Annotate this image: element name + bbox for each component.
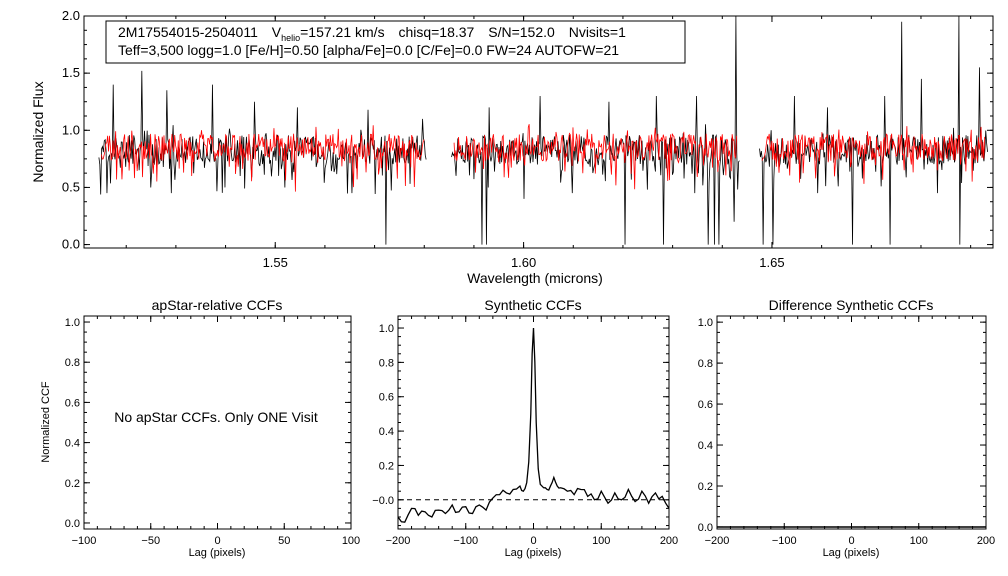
difference-xtick-label: −200 [705, 535, 730, 547]
apstar-xtick-label: −50 [141, 535, 160, 547]
difference-plot-frame [716, 315, 987, 530]
svg-text:2M17554015-2504011 Vhe: 2M17554015-2504011 Vhelio=157.21 km/s ch… [118, 24, 626, 43]
difference-xlabel: Lag (pixels) [823, 547, 880, 559]
difference-xtick-label: 0 [848, 535, 854, 547]
spectrum-xlabel: Wavelength (microns) [467, 270, 603, 286]
synthetic-title: Synthetic CCFs [484, 297, 581, 313]
synthetic-xtick-label: 200 [660, 535, 678, 547]
synthetic-xlabel: Lag (pixels) [505, 547, 562, 559]
apstar-ytick-label: 0.0 [65, 518, 80, 530]
info-chisq: chisq=18.37 [398, 24, 474, 40]
spectrum-xtick-label: 1.65 [759, 255, 784, 270]
info-vhelio-sub: helio [281, 33, 300, 43]
apstar-title: apStar-relative CCFs [152, 297, 283, 313]
difference-ytick-label: 0.8 [698, 358, 713, 370]
spectrum-plot-frame [83, 15, 994, 249]
apstar-message: No apStar CCFs. Only ONE Visit [114, 409, 318, 425]
apstar-xtick-label: 100 [342, 535, 360, 547]
info-vhelio-value: =157.21 km/s [300, 24, 384, 40]
synthetic-ytick-label: 0.8 [379, 357, 394, 369]
spectrum-xtick-label: 1.60 [511, 255, 536, 270]
spectrum-info-box: 2M17554015-2504011 Vhelio=157.21 km/s ch… [105, 20, 686, 64]
spectrum-ytick-label: 0.0 [62, 237, 80, 252]
synthetic-ytick-label: 0.6 [379, 392, 394, 404]
spectrum-panel: 1.55 1.60 1.65 0.0 0.5 1.0 1.5 2.0 Normalized F… [30, 8, 994, 286]
info-snr: S/N=152.0 [488, 24, 555, 40]
difference-xtick-label: 200 [977, 535, 995, 547]
apstar-ytick-label: 0.6 [65, 397, 80, 409]
spectrum-ylabel: Normalized Flux [30, 81, 46, 182]
apstar-xlabel: Lag (pixels) [189, 547, 246, 559]
apstar-xtick-label: 50 [278, 535, 290, 547]
synthetic-ccf-panel: −200 −100 0 100 200 −0.0 0.2 0.4 0.6 0.8 1.0 Synth… [372, 297, 678, 559]
apstar-ylabel: Normalized CCF [40, 381, 52, 463]
spectrum-ytick-label: 1.0 [62, 122, 80, 137]
synthetic-xtick-label: −200 [386, 535, 411, 547]
synthetic-ytick-label: 0.2 [379, 460, 394, 472]
apstar-ytick-label: 0.4 [65, 438, 80, 450]
difference-ytick-label: 1.0 [698, 317, 713, 329]
spectrum-ytick-label: 0.5 [62, 179, 80, 194]
info-params: Teff=3,500 logg=1.0 [Fe/H]=0.50 [alpha/F… [118, 42, 619, 58]
synthetic-ytick-label: 0.4 [379, 426, 394, 438]
model-spectrum-line [100, 124, 986, 192]
apstar-ytick-label: 0.8 [65, 357, 80, 369]
difference-xtick-label: −100 [772, 535, 797, 547]
synthetic-xtick-label: 100 [592, 535, 610, 547]
difference-ytick-label: 0.0 [698, 522, 713, 534]
difference-xtick-label: 100 [910, 535, 928, 547]
spectrum-ytick-label: 1.5 [62, 65, 80, 80]
synthetic-ytick-label: −0.0 [372, 495, 394, 507]
info-nvisits: Nvisits=1 [569, 24, 626, 40]
synthetic-xtick-label: −100 [453, 535, 478, 547]
info-star-id: 2M17554015-2504011 [118, 24, 258, 40]
difference-ytick-label: 0.4 [698, 440, 713, 452]
difference-ccf-panel: −200 −100 0 100 200 0.0 0.2 0.4 0.6 0.8 1.0 Differ… [698, 297, 995, 559]
synthetic-ytick-label: 1.0 [379, 323, 394, 335]
apstar-xtick-label: −100 [72, 535, 97, 547]
spectrum-xtick-label: 1.55 [263, 255, 288, 270]
info-vhelio-label: V [272, 24, 282, 40]
synthetic-xtick-label: 0 [530, 535, 536, 547]
apstar-ytick-label: 0.2 [65, 478, 80, 490]
apstar-ccf-panel: −100 −50 0 50 100 0.0 0.2 0.4 0.6 0.8 1.0 apStar-r… [40, 297, 360, 559]
difference-ytick-label: 0.6 [698, 399, 713, 411]
difference-ytick-label: 0.2 [698, 481, 713, 493]
synthetic-ccf-line [397, 327, 670, 523]
synthetic-plot-frame [397, 315, 670, 530]
info-box-frame [105, 20, 686, 64]
apstar-ytick-label: 1.0 [65, 317, 80, 329]
difference-title: Difference Synthetic CCFs [769, 297, 934, 313]
apstar-xtick-label: 0 [214, 535, 220, 547]
spectrum-ytick-label: 2.0 [62, 8, 80, 23]
